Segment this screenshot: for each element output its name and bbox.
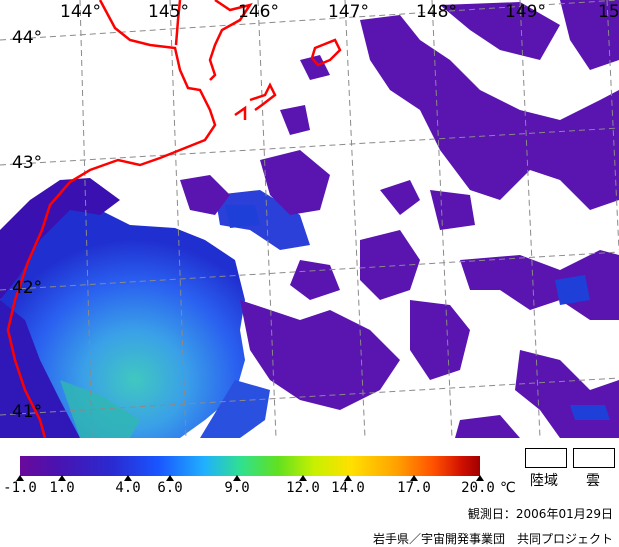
observation-date: 観測日：2006年01月29日 <box>467 507 613 521</box>
cloud-legend-swatch <box>573 448 615 468</box>
scale-tick-label: 17.0 <box>397 480 431 496</box>
scale-tick <box>299 475 307 481</box>
sea-surface-temperature-map: 144° 145° 146° 147° 148° 149° 15 44° 43°… <box>0 0 619 438</box>
scale-tick-label: 9.0 <box>224 480 250 496</box>
scale-tick <box>58 475 66 481</box>
scale-tick <box>476 475 484 481</box>
scale-tick <box>344 475 352 481</box>
longitude-label-144: 144° <box>60 2 101 22</box>
cloud-legend-label: 雲 <box>586 473 600 489</box>
credit-text: 岩手県／宇宙開発事業団 共同プロジェクト <box>372 532 613 546</box>
land-legend-label: 陸域 <box>530 473 558 489</box>
sea-surface-patches <box>180 0 619 438</box>
longitude-label-148: 148° <box>416 2 457 22</box>
scale-tick-label: 20.0 <box>461 480 495 496</box>
latitude-label-41: 41° <box>12 402 42 422</box>
warm-water-region <box>0 205 245 438</box>
scale-tick-label: 6.0 <box>157 480 183 496</box>
longitude-label-147: 147° <box>328 2 369 22</box>
longitude-label-150: 15 <box>598 2 619 22</box>
longitude-label-145: 145° <box>148 2 189 22</box>
scale-tick <box>233 475 241 481</box>
temperature-color-scale <box>20 456 480 476</box>
scale-tick-label: 12.0 <box>286 480 320 496</box>
scale-tick <box>16 475 24 481</box>
latitude-label-42: 42° <box>12 278 42 298</box>
coastline <box>6 0 342 438</box>
scale-tick-label: 14.0 <box>331 480 365 496</box>
scale-tick-label: 1.0 <box>49 480 75 496</box>
scale-tick <box>166 475 174 481</box>
longitude-label-149: 149° <box>505 2 546 22</box>
scale-tick-label: 4.0 <box>115 480 141 496</box>
latitude-label-43: 43° <box>12 153 42 173</box>
scale-tick-label: -1.0 <box>3 480 37 496</box>
temperature-unit: ℃ <box>500 480 516 496</box>
graticule <box>0 0 619 438</box>
land-legend-swatch <box>525 448 567 468</box>
scale-tick <box>410 475 418 481</box>
cold-water-region <box>0 178 120 300</box>
latitude-label-44: 44° <box>12 28 42 48</box>
longitude-label-146: 146° <box>238 2 279 22</box>
scale-tick <box>124 475 132 481</box>
